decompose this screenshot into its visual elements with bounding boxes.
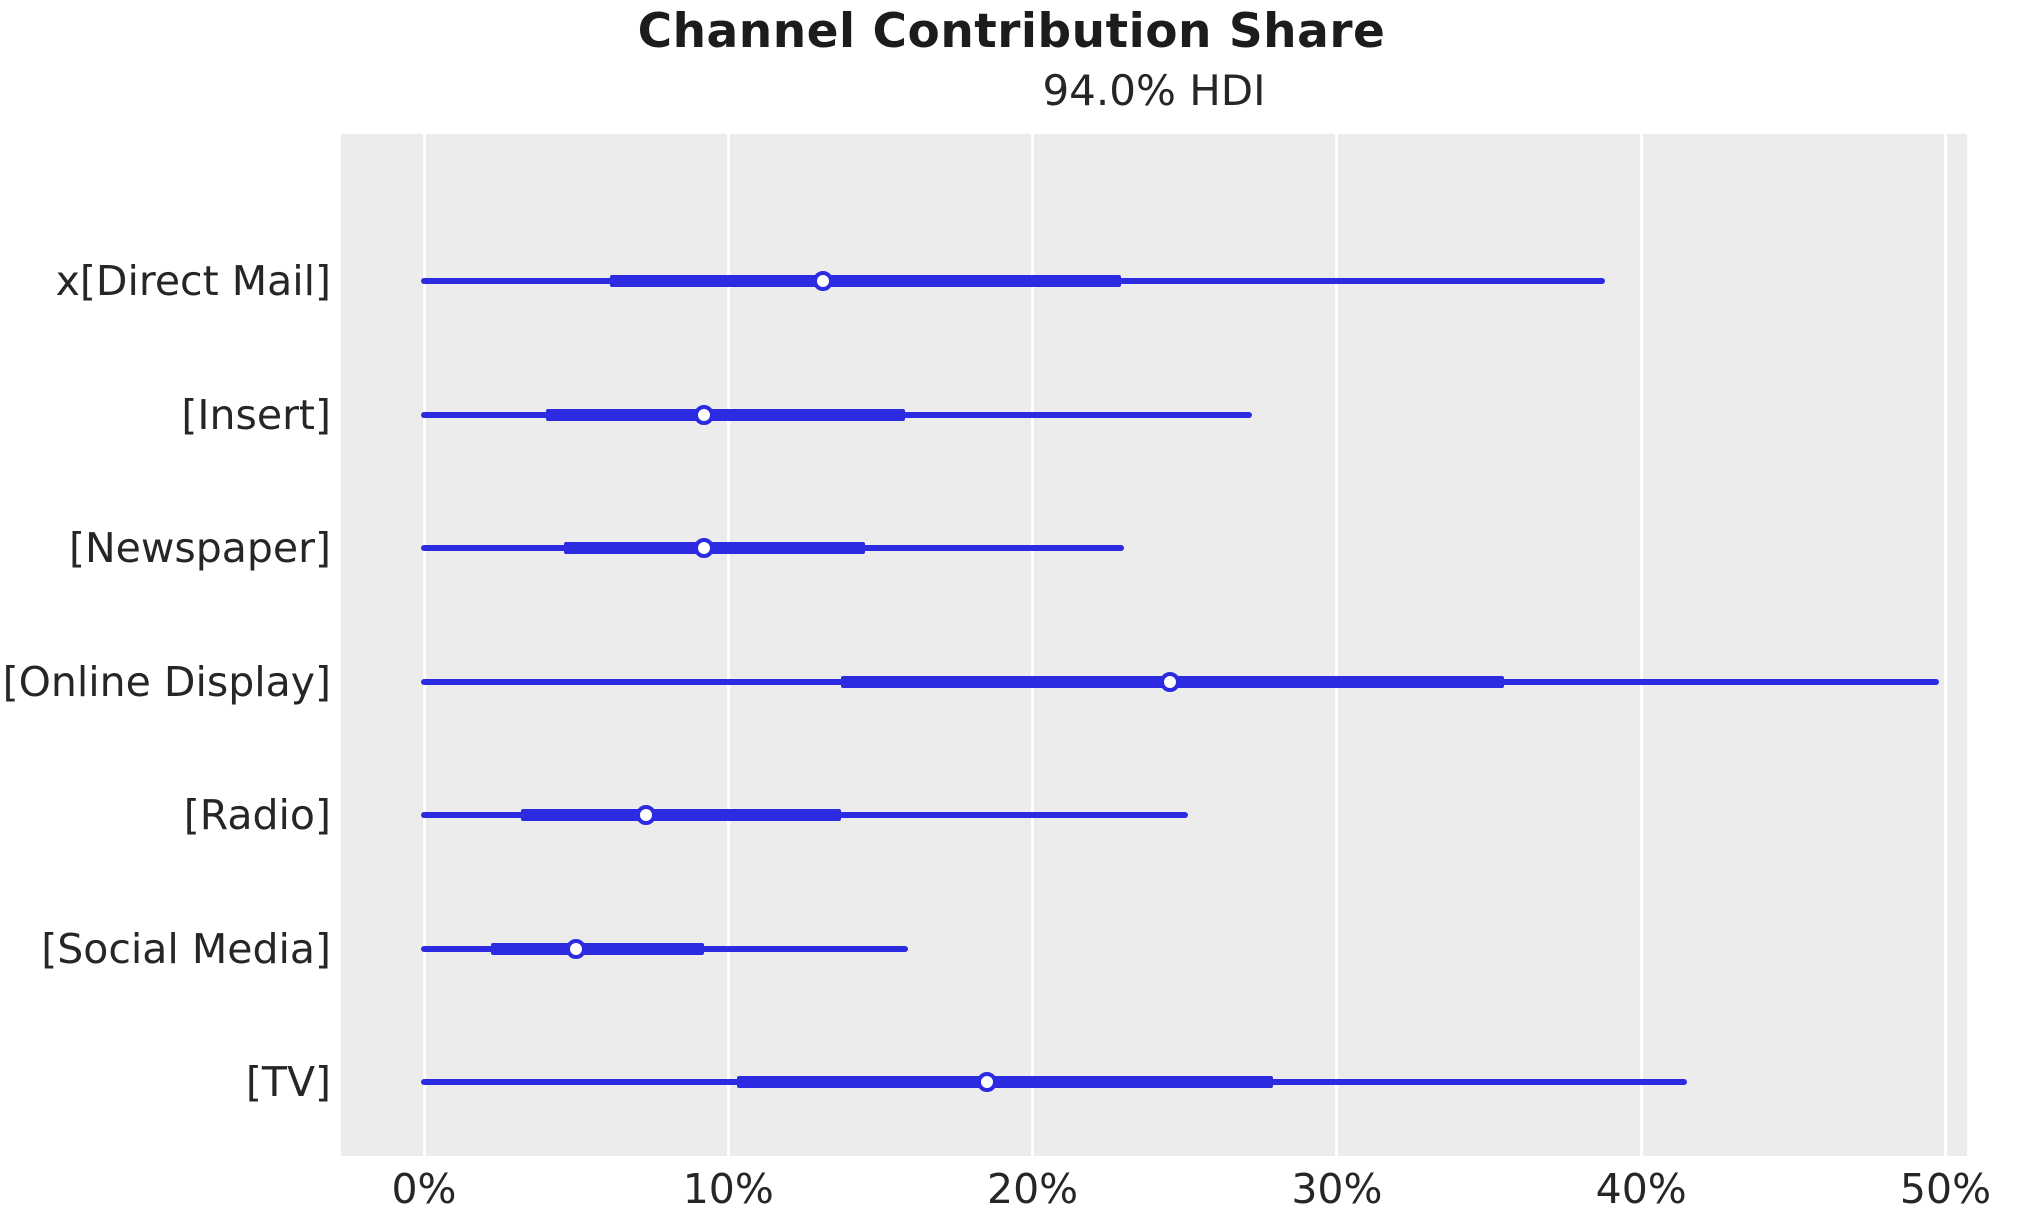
plot-area — [341, 134, 1967, 1156]
y-tick-label: [Online Display] — [2, 657, 331, 706]
gridline — [422, 134, 426, 1156]
gridline — [1944, 134, 1947, 1156]
chart-subtitle-hdi: 94.0% HDI — [1042, 66, 1266, 115]
y-tick-label: [Radio] — [183, 791, 331, 839]
y-tick-label: [Social Media] — [41, 924, 331, 973]
median-point-marker — [976, 1072, 997, 1092]
median-point-marker — [1159, 671, 1180, 692]
interquartile-bar — [521, 809, 841, 821]
y-tick-label: x[Direct Mail] — [55, 257, 331, 305]
y-tick-label: [Newspaper] — [68, 524, 331, 572]
median-point-marker — [693, 538, 714, 558]
median-point-marker — [812, 271, 833, 291]
x-tick-label: 20% — [987, 1165, 1079, 1213]
interquartile-bar — [737, 1076, 1273, 1088]
median-point-marker — [636, 805, 657, 825]
interquartile-bar — [490, 942, 704, 955]
interquartile-bar — [545, 408, 905, 421]
y-tick-label: [Insert] — [181, 390, 331, 439]
chart-title: Channel Contribution Share — [637, 4, 1386, 59]
x-tick-label: 0% — [391, 1165, 457, 1213]
gridline — [1335, 134, 1339, 1156]
median-point-marker — [566, 938, 587, 959]
x-tick-label: 40% — [1595, 1165, 1687, 1213]
interquartile-bar — [609, 275, 1121, 287]
x-tick-label: 10% — [682, 1165, 774, 1213]
x-tick-label: 50% — [1899, 1165, 1992, 1213]
gridline — [1639, 134, 1643, 1156]
interquartile-bar — [563, 542, 866, 554]
median-point-marker — [693, 404, 714, 425]
x-tick-label: 30% — [1291, 1165, 1383, 1213]
gridline — [726, 134, 730, 1156]
gridline — [1031, 134, 1035, 1156]
y-tick-label: [TV] — [245, 1058, 331, 1106]
